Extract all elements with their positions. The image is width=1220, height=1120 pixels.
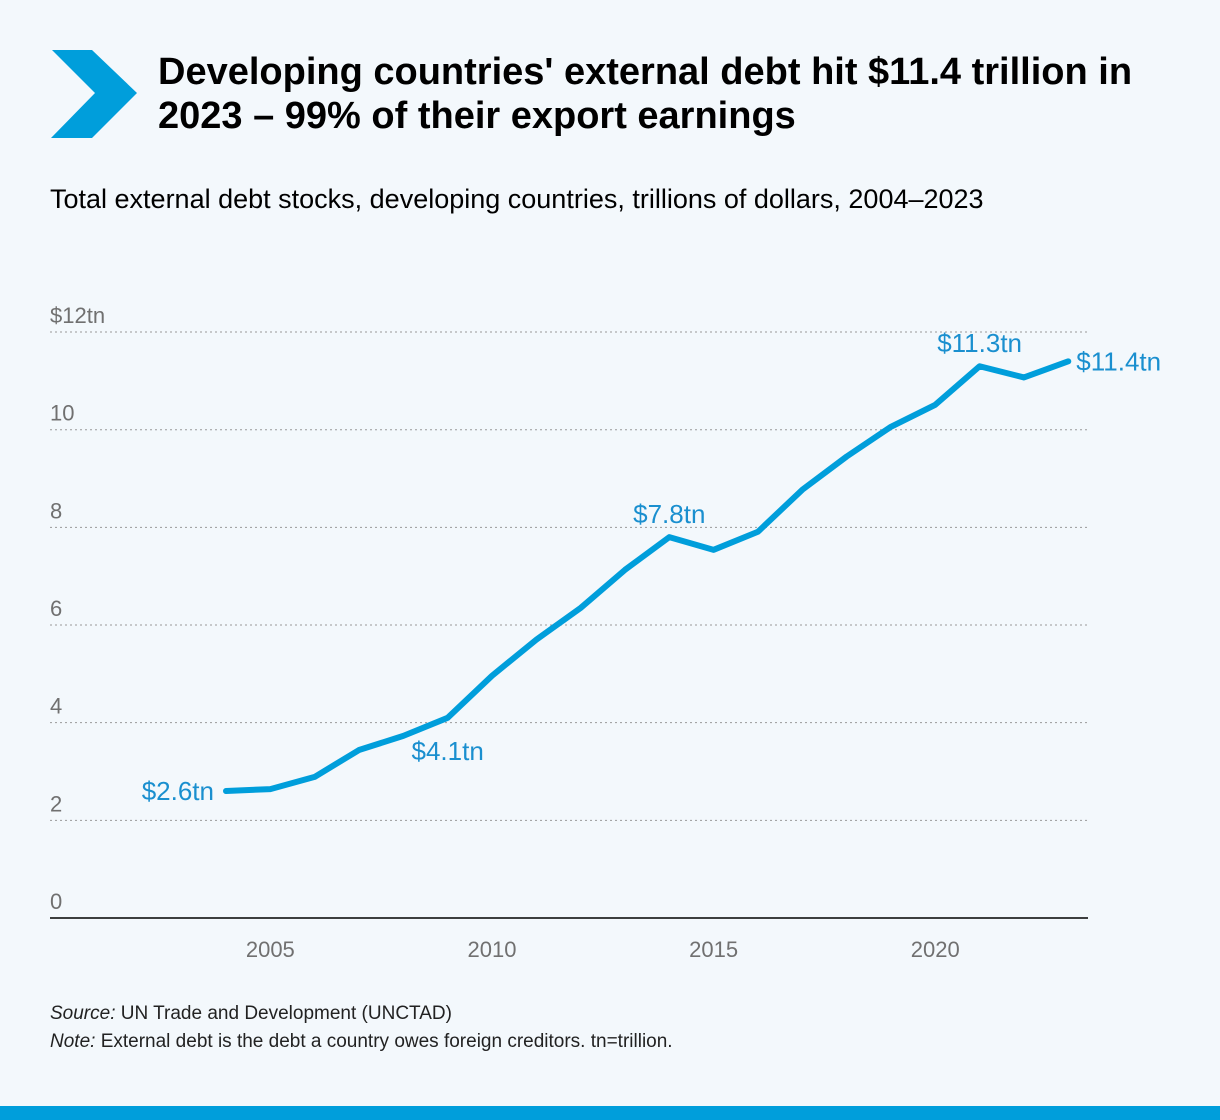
chart-subtitle: Total external debt stocks, developing c…: [50, 184, 984, 214]
source-label: Source:: [50, 1003, 116, 1024]
series-line: [223, 358, 1072, 795]
data-label: $2.6tn: [142, 776, 214, 806]
line-chart: 0 2 4 6 8 10 $12tn 2005 2010 2015 2020 $2.6tn $4.1tn…: [50, 303, 1161, 962]
note-label: Note:: [50, 1031, 96, 1052]
x-tick-label: 2010: [468, 937, 517, 962]
note-line: Note: External debt is the debt a countr…: [50, 1028, 673, 1056]
y-tick-label: 2: [50, 791, 62, 816]
x-tick-label: 2015: [689, 937, 738, 962]
data-label: $7.8tn: [633, 499, 705, 529]
note-text: External debt is the debt a country owes…: [95, 1031, 673, 1052]
y-tick-label: 4: [50, 694, 62, 719]
y-tick-label: $12tn: [50, 303, 105, 328]
y-tick-label: 0: [50, 889, 62, 914]
x-tick-label: 2020: [911, 937, 960, 962]
x-tick-label: 2005: [246, 937, 295, 962]
notes: Source: UN Trade and Development (UNCTAD…: [50, 1000, 673, 1056]
y-tick-label: 8: [50, 498, 62, 523]
y-tick-label: 6: [50, 596, 62, 621]
y-tick-label: 10: [50, 401, 74, 426]
data-label: $4.1tn: [412, 736, 484, 766]
data-label: $11.4tn: [1076, 346, 1161, 376]
data-label: $11.3tn: [937, 328, 1022, 358]
source-line: Source: UN Trade and Development (UNCTAD…: [50, 1000, 673, 1028]
chevron-icon: [51, 50, 137, 138]
source-text: UN Trade and Development (UNCTAD): [115, 1003, 452, 1024]
footer-bar: [0, 1106, 1220, 1120]
headline: Developing countries' external debt hit …: [158, 51, 1133, 137]
